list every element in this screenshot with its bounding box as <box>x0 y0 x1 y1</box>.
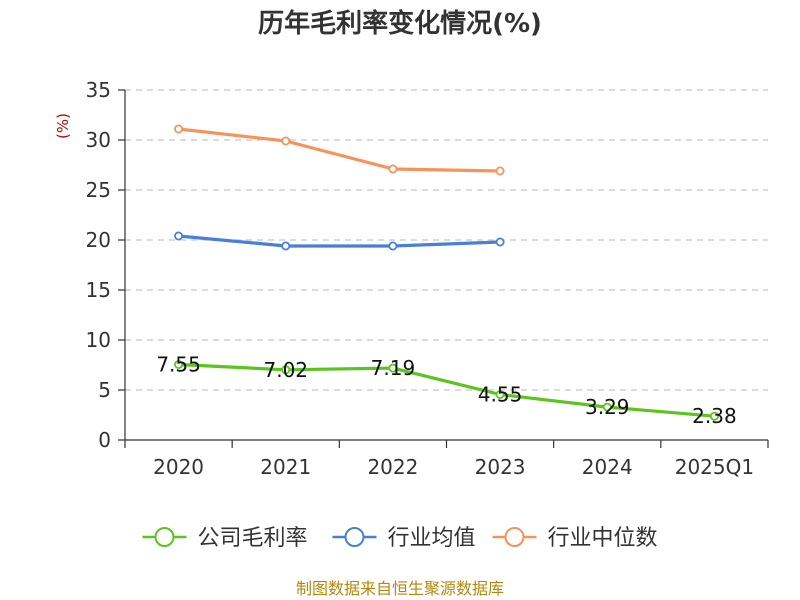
data-point <box>174 359 184 369</box>
data-point <box>174 124 184 134</box>
y-tick-label: 5 <box>98 378 111 402</box>
legend-marker-icon <box>504 527 525 547</box>
legend-label: 行业均值 <box>388 526 476 551</box>
data-point <box>174 231 184 241</box>
data-point <box>495 389 505 399</box>
data-point <box>388 363 398 373</box>
source-note: 制图数据来自恒生聚源数据库 <box>296 579 504 598</box>
legend-item[interactable]: 公司毛利率 <box>142 526 308 551</box>
legend-label: 公司毛利率 <box>198 526 308 551</box>
series-line <box>176 362 717 418</box>
legend-label: 行业中位数 <box>548 526 658 551</box>
series-line <box>176 127 502 173</box>
data-label: 7.55 <box>156 353 201 377</box>
data-point <box>281 241 291 251</box>
y-tick-label: 25 <box>86 178 111 202</box>
data-label: 3.29 <box>585 395 630 419</box>
legend-marker-icon <box>154 527 175 547</box>
y-tick-label: 0 <box>98 428 111 452</box>
data-point <box>495 166 505 176</box>
x-tick-label: 2021 <box>260 455 311 479</box>
data-point <box>281 136 291 146</box>
data-label: 2.38 <box>692 404 737 428</box>
series-line <box>176 234 502 248</box>
data-point <box>602 402 612 412</box>
data-label: 4.55 <box>478 383 523 407</box>
legend-item[interactable]: 行业中位数 <box>492 526 658 551</box>
legend-item[interactable]: 行业均值 <box>332 526 476 551</box>
legend: 公司毛利率 行业均值 行业中位数 <box>142 526 658 551</box>
chart-title: 历年毛利率变化情况(%) <box>258 8 542 39</box>
x-tick-label: 2022 <box>367 455 418 479</box>
x-tick-label: 2020 <box>153 455 204 479</box>
axis-layer: 0 5 10 15 20 25 30 35 2020 2021 2022 2023 2024 2025Q1 <box>86 78 769 479</box>
y-tick-label: 10 <box>86 328 111 352</box>
y-tick-label: 35 <box>86 78 111 102</box>
data-point <box>388 241 398 251</box>
x-tick-label: 2023 <box>475 455 526 479</box>
data-label: 7.19 <box>371 356 416 380</box>
y-tick-label: 15 <box>86 278 111 302</box>
data-label: 7.02 <box>263 358 308 382</box>
grid-layer <box>125 89 768 391</box>
legend-marker-icon <box>344 527 365 547</box>
data-point <box>495 237 505 247</box>
y-tick-label: 30 <box>86 128 111 152</box>
x-tick-label: 2025Q1 <box>675 455 754 479</box>
y-tick-label: 20 <box>86 228 111 252</box>
data-point <box>709 411 719 421</box>
data-point <box>281 365 291 375</box>
series-layer <box>174 124 719 421</box>
label-layer: 7.55 7.02 7.19 4.55 3.29 2.38 <box>156 353 736 429</box>
x-tick-label: 2024 <box>582 455 633 479</box>
y-axis-unit: (%) <box>54 113 72 139</box>
data-point <box>388 164 398 174</box>
